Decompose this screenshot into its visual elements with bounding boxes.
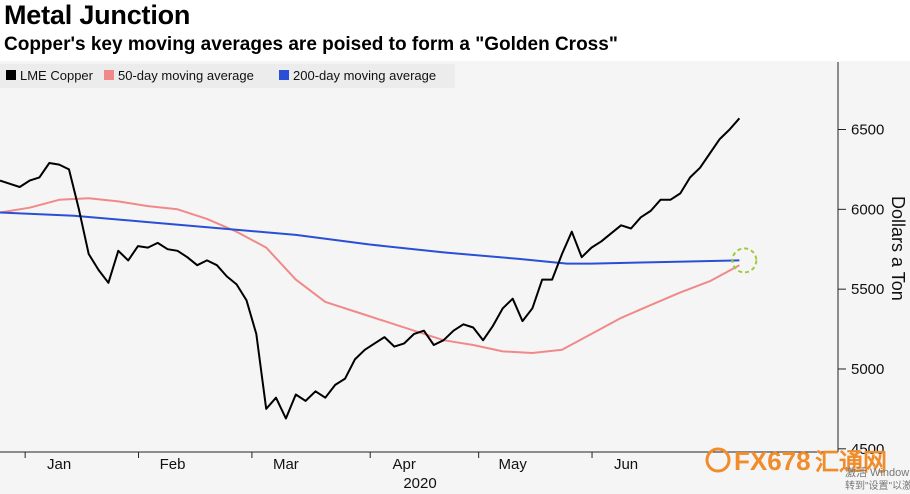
legend: LME Copper 50-day moving average 200-day… <box>0 64 455 88</box>
legend-swatch-200-day <box>279 70 289 80</box>
chart-subtitle: Copper's key moving averages are poised … <box>4 34 618 55</box>
legend-swatch-lme-copper <box>6 70 16 80</box>
x-tick-label: Jun <box>614 456 638 473</box>
x-tick-label: Apr <box>393 456 416 473</box>
y-axis-label: Dollars a Ton <box>888 196 908 301</box>
plot-background <box>0 61 910 494</box>
y-tick-label: 4500 <box>851 441 884 458</box>
y-tick-label: 5500 <box>851 281 884 298</box>
series-line-lme-copper <box>0 117 741 420</box>
watermark-brand: FX678 <box>734 446 811 476</box>
watermark-overlay-2: 转到"设置"以激活 <box>845 479 910 492</box>
fx678-logo-icon <box>705 447 731 473</box>
x-tick-label: Jan <box>47 456 71 473</box>
legend-swatch-50-day <box>104 70 114 80</box>
golden-cross-marker <box>731 247 758 274</box>
axes: 4500 5000 5500 6000 6500 Dollars a Ton Jan Feb M… <box>0 62 908 492</box>
x-tick-label: May <box>498 456 527 473</box>
watermark-cn: 汇通网 <box>815 449 887 476</box>
series-line-50-day-moving-average <box>0 197 740 354</box>
chart-title: Metal Junction <box>4 0 191 30</box>
series-line-200-day-moving-average <box>0 211 740 265</box>
y-tick-label: 5000 <box>851 361 884 378</box>
y-tick-label: 6500 <box>851 122 884 139</box>
legend-label-200-day: 200-day moving average <box>293 68 436 83</box>
watermark: FX678 汇通网 激活 Window 转到"设置"以激活 <box>705 446 910 492</box>
legend-label-lme-copper: LME Copper <box>20 68 94 83</box>
x-axis-label: 2020 <box>403 475 436 492</box>
annotation-layer <box>731 247 758 274</box>
legend-label-50-day: 50-day moving average <box>118 68 254 83</box>
x-tick-label: Mar <box>273 456 299 473</box>
y-tick-label: 6000 <box>851 201 884 218</box>
series-layer <box>0 117 741 420</box>
watermark-overlay-1: 激活 Window <box>845 465 909 479</box>
x-tick-label: Feb <box>160 456 186 473</box>
